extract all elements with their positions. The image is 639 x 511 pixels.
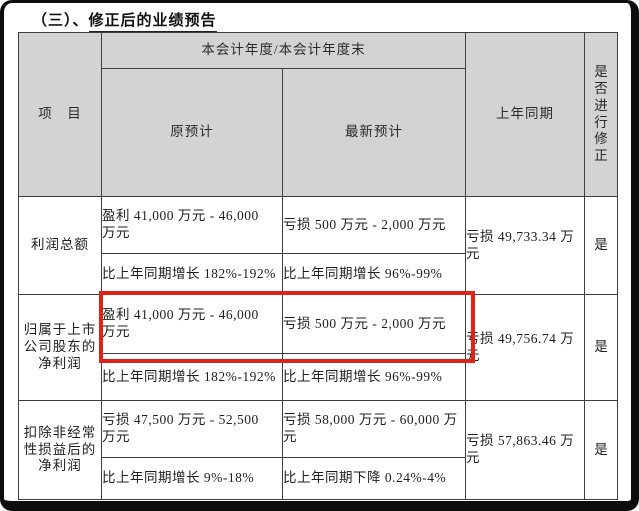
header-latest-estimate: 最新预计 — [281, 68, 467, 197]
prior-year-value: 亏损 49,733.34 万 元 — [465, 196, 586, 295]
header-item: 项 目 — [18, 32, 102, 197]
original-estimate-value: 亏损 47,500 万元 - 52,500 万元 — [101, 400, 283, 458]
revised-flag: 是 — [584, 294, 619, 401]
prior-year-value: 亏损 49,756.74 万 元 — [465, 294, 586, 401]
original-estimate-value: 盈利 41,000 万元 - 46,000 万元 — [101, 294, 283, 354]
table-row-total-profit: 利润总额 盈利 41,000 万元 - 46,000 万元 亏损 500 万元 … — [18, 196, 619, 295]
latest-estimate-value: 亏损 500 万元 - 2,000 万元 — [281, 196, 467, 254]
revised-flag: 是 — [584, 400, 619, 500]
revised-flag: 是 — [584, 196, 619, 295]
header-original-estimate: 原预计 — [101, 68, 283, 197]
original-estimate-change: 比上年同期增长 182%-192% — [101, 353, 283, 401]
latest-estimate-change: 比上年同期增长 96%-99% — [281, 253, 467, 295]
header-fiscal-year: 本会计年度/本会计年度末 — [100, 32, 467, 69]
table-wrapper: 项 目 本会计年度/本会计年度末 上年同期 是 否 进 行 修 正 原预计 最新… — [18, 32, 619, 500]
table-row-net-profit-excl-nonrecurring: 扣除非经常 性损益后的 净利润 亏损 47,500 万元 - 52,500 万元… — [18, 400, 619, 500]
original-estimate-change: 比上年同期增长 9%-18% — [101, 457, 283, 500]
original-estimate-change: 比上年同期增长 182%-192% — [101, 253, 283, 295]
table-row-total-profit-change: 比上年同期增长 182%-192% 比上年同期增长 96%-99% — [19, 253, 618, 295]
section-title-text: 修正后的业绩预告 — [88, 13, 217, 32]
item-label: 归属于上市 公司股东的 净利润 — [18, 294, 102, 401]
latest-estimate-change: 比上年同期增长 96%-99% — [281, 353, 467, 401]
table-row-net-profit: 归属于上市 公司股东的 净利润 盈利 41,000 万元 - 46,000 万元… — [18, 294, 619, 401]
latest-estimate-change: 比上年同期下降 0.24%-4% — [281, 457, 467, 500]
item-label: 扣除非经常 性损益后的 净利润 — [18, 400, 102, 500]
section-title: （三）、修正后的业绩预告 — [32, 9, 217, 32]
forecast-table: 项 目 本会计年度/本会计年度末 上年同期 是 否 进 行 修 正 原预计 最新… — [18, 32, 619, 500]
original-estimate-value: 盈利 41,000 万元 - 46,000 万元 — [101, 196, 283, 254]
latest-estimate-value: 亏损 58,000 万元 - 60,000 万 元 — [281, 400, 467, 458]
header-prior-year-period: 上年同期 — [465, 32, 586, 197]
latest-estimate-value: 亏损 500 万元 - 2,000 万元 — [281, 294, 467, 354]
prior-year-value: 亏损 57,863.46 万 元 — [465, 400, 586, 500]
item-label: 利润总额 — [18, 196, 102, 295]
table-row-net-profit-excl-nonrecurring-change: 比上年同期增长 9%-18% 比上年同期下降 0.24%-4% — [19, 457, 618, 500]
section-title-prefix: （三）、 — [32, 13, 89, 29]
header-revision-flag: 是 否 进 行 修 正 — [584, 32, 619, 197]
